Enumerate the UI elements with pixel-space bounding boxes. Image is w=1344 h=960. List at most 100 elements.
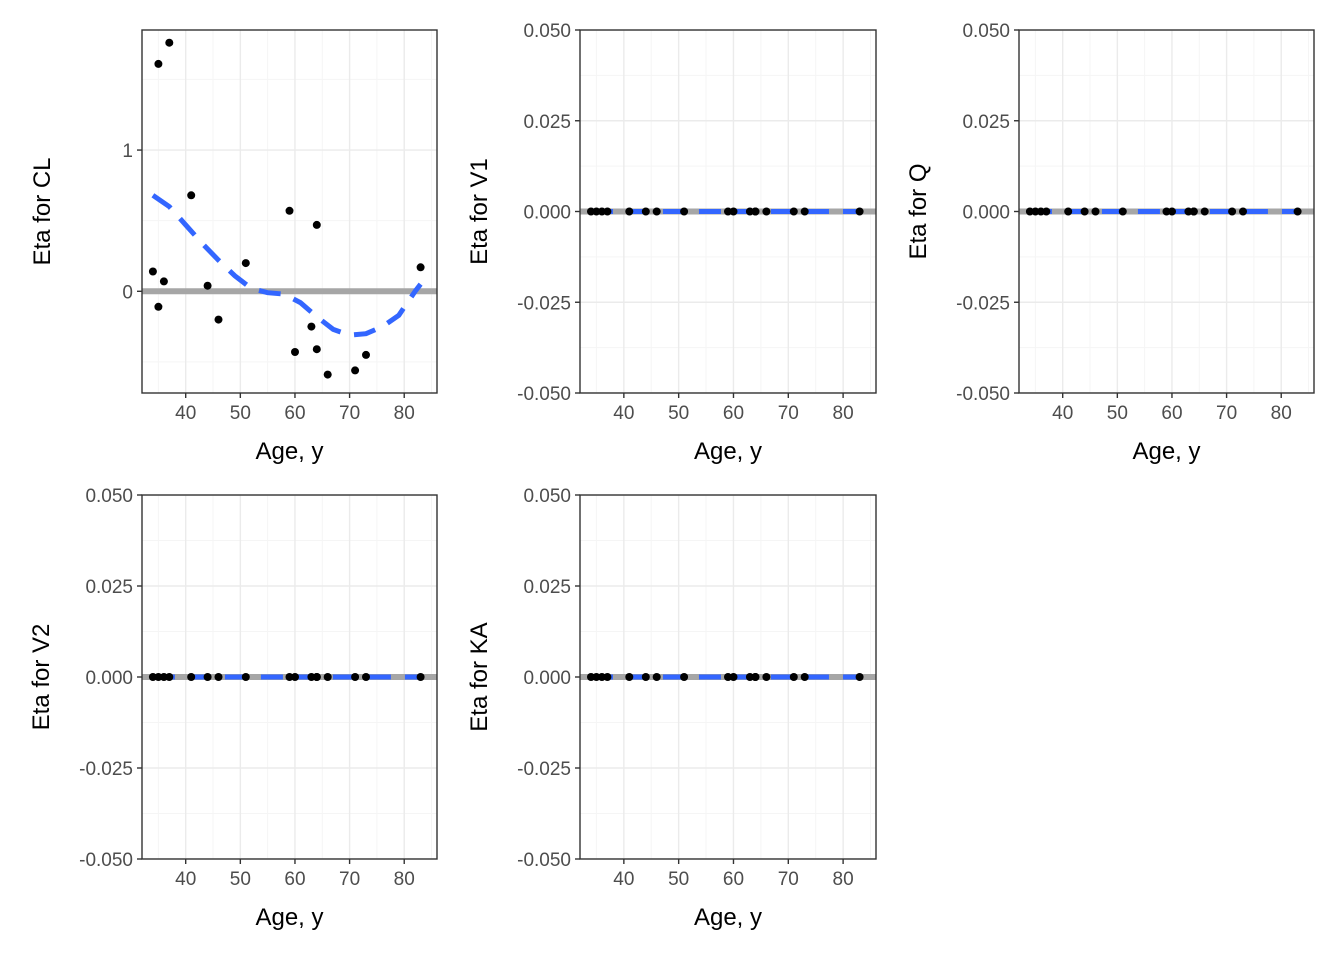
y-axis-title: Eta for Q — [905, 163, 932, 259]
x-axis-title: Age, y — [1132, 438, 1200, 465]
x-tick-label: 60 — [723, 403, 744, 424]
x-axis-title: Age, y — [255, 438, 323, 465]
x-axis-title: Age, y — [694, 904, 762, 931]
data-point — [800, 207, 809, 216]
data-point — [597, 207, 606, 216]
x-tick-label: 60 — [284, 869, 305, 890]
data-point — [1091, 207, 1100, 216]
y-tick-label: -0.050 — [79, 850, 133, 871]
x-tick-label: 50 — [668, 403, 689, 424]
data-point — [214, 673, 223, 681]
data-point — [312, 673, 321, 681]
data-point — [1031, 207, 1040, 216]
y-axis-title: Eta for KA — [466, 622, 493, 731]
data-point — [416, 673, 425, 681]
y-tick-label: 0.025 — [523, 577, 571, 598]
panel-1: 0 1 40 50 60 70 80 Age, y Eta for CL — [29, 29, 438, 465]
y-tick-label: -0.025 — [517, 293, 571, 314]
y-tick-label: -0.025 — [956, 293, 1010, 314]
data-point — [323, 673, 332, 681]
data-point — [241, 259, 250, 268]
data-point — [351, 366, 360, 375]
data-point — [312, 345, 321, 354]
data-point — [148, 267, 157, 276]
data-point — [800, 673, 809, 681]
x-tick-label: 70 — [339, 403, 360, 424]
data-point — [762, 207, 771, 216]
data-point — [187, 673, 196, 681]
data-point — [165, 38, 174, 47]
panel-3: -0.050 -0.025 0.000 0.025 0.050 40 50 60 70 80 Age… — [905, 21, 1315, 465]
y-tick-label: -0.050 — [517, 850, 571, 871]
data-point — [291, 348, 299, 356]
data-point — [1064, 207, 1073, 216]
data-point — [680, 673, 689, 681]
plot-layer — [1019, 207, 1314, 216]
data-point — [855, 207, 864, 216]
y-tick-label: 0.025 — [523, 112, 571, 133]
y-tick-label: 0.025 — [962, 112, 1010, 133]
x-tick-label: 50 — [230, 869, 251, 890]
x-tick-label: 40 — [613, 869, 634, 890]
data-point — [729, 673, 738, 681]
data-point — [855, 673, 864, 681]
x-tick-label: 50 — [230, 403, 251, 424]
y-tick-label: 1 — [122, 141, 133, 162]
data-point — [625, 207, 634, 216]
data-point — [323, 370, 332, 379]
data-point — [724, 673, 732, 681]
data-point — [641, 207, 650, 216]
y-tick-label: 0.000 — [962, 203, 1010, 224]
data-point — [1228, 207, 1237, 216]
y-tick-label: -0.025 — [79, 759, 133, 780]
plot-layer — [580, 207, 876, 216]
y-tick-label: 0 — [122, 282, 133, 303]
data-point — [652, 673, 661, 681]
data-point — [603, 207, 612, 216]
data-point — [751, 207, 760, 216]
data-point — [1025, 207, 1034, 216]
x-tick-label: 40 — [175, 403, 196, 424]
data-point — [641, 673, 650, 681]
x-tick-label: 80 — [1271, 403, 1292, 424]
y-tick-label: 0.050 — [85, 486, 133, 507]
plot-layer — [580, 673, 876, 681]
x-tick-label: 80 — [833, 869, 854, 890]
data-point — [1168, 207, 1176, 216]
data-point — [789, 207, 798, 216]
y-axis-title: Eta for V2 — [28, 624, 55, 731]
y-tick-label: -0.050 — [517, 384, 571, 405]
y-axis-title: Eta for CL — [29, 157, 56, 265]
panel-border — [141, 29, 438, 394]
y-tick-label: 0.000 — [523, 203, 571, 224]
data-point — [762, 673, 771, 681]
x-tick-label: 50 — [1107, 403, 1128, 424]
data-point — [751, 673, 760, 681]
data-point — [148, 673, 157, 681]
y-axis-title: Eta for V1 — [466, 158, 493, 265]
x-tick-label: 70 — [1216, 403, 1237, 424]
plot-layer — [142, 38, 437, 379]
data-point — [285, 206, 294, 215]
data-point — [789, 673, 798, 681]
data-point — [362, 673, 370, 681]
data-point — [285, 673, 294, 681]
data-point — [1042, 207, 1051, 216]
panel-2: -0.050 -0.025 0.000 0.025 0.050 40 50 60 70 80 Age… — [466, 21, 877, 465]
y-tick-label: 0.025 — [85, 577, 133, 598]
x-axis-title: Age, y — [694, 438, 762, 465]
x-tick-label: 60 — [1161, 403, 1182, 424]
data-point — [729, 207, 738, 216]
data-point — [165, 673, 174, 681]
x-tick-label: 80 — [394, 869, 415, 890]
data-point — [187, 191, 196, 200]
y-tick-label: 0.000 — [85, 668, 133, 689]
x-tick-label: 70 — [778, 403, 799, 424]
x-tick-label: 70 — [339, 869, 360, 890]
data-point — [1200, 207, 1209, 216]
data-point — [745, 673, 754, 681]
data-point — [154, 302, 163, 311]
data-point — [307, 322, 316, 331]
data-point — [652, 207, 661, 216]
data-point — [362, 350, 370, 359]
